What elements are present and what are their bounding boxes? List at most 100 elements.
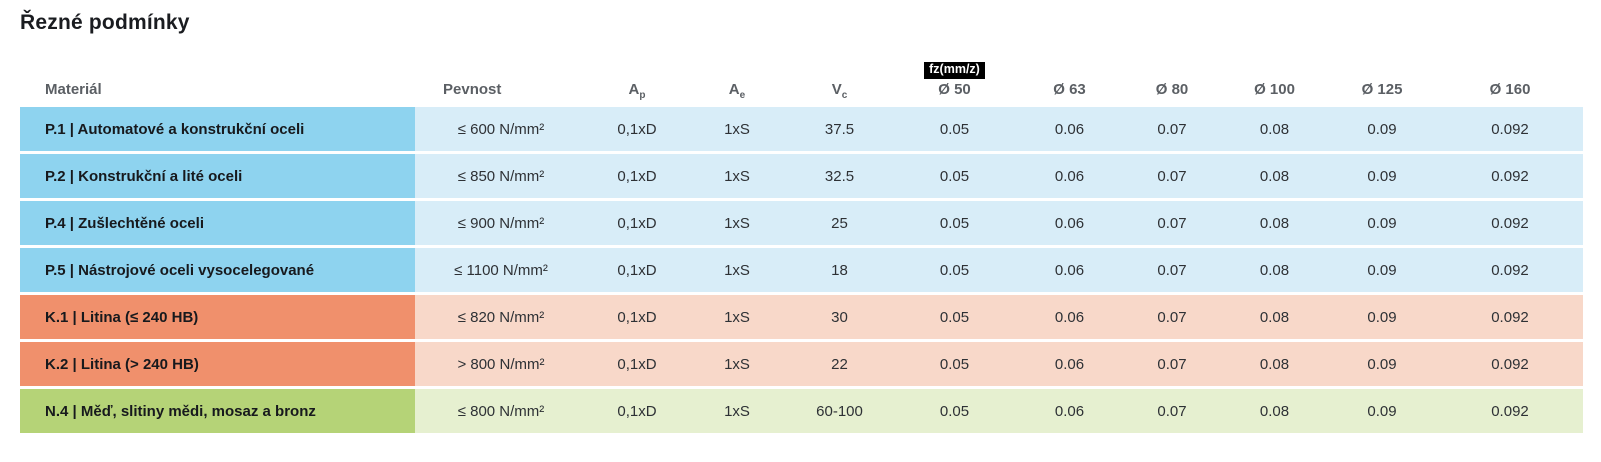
value-cell: 0,1xD bbox=[587, 342, 687, 386]
table-row: K.2 | Litina (> 240 HB) > 800 N/mm² 0,1xD 1… bbox=[20, 342, 1583, 386]
column-header-label: Ø 160 bbox=[1489, 80, 1531, 98]
value-cell: 0,1xD bbox=[587, 201, 687, 245]
table-body: P.1 | Automatové a konstrukční oceli ≤ 60… bbox=[20, 107, 1583, 433]
column-header-label: Ø 100 bbox=[1254, 80, 1295, 98]
value-cell: 1xS bbox=[687, 201, 787, 245]
value-cell: 1xS bbox=[687, 248, 787, 292]
column-header-label: Ap bbox=[628, 80, 646, 101]
material-cell: K.1 | Litina (≤ 240 HB) bbox=[20, 295, 415, 339]
value-cell: 0.05 bbox=[892, 389, 1017, 433]
cutting-conditions-table: Materiál Pevnost Ap Ae Vc fz(mm/z) Ø 50 Ø 63 Ø 8… bbox=[20, 54, 1583, 433]
value-cell: 0.092 bbox=[1437, 295, 1583, 339]
value-cell: 0.07 bbox=[1122, 107, 1222, 151]
value-cell: ≤ 1100 N/mm² bbox=[415, 248, 587, 292]
value-cell: 0,1xD bbox=[587, 389, 687, 433]
column-header-d125: Ø 125 bbox=[1327, 54, 1437, 107]
value-cell: 0.06 bbox=[1017, 389, 1122, 433]
column-header-label: Ø 80 bbox=[1155, 80, 1189, 98]
material-cell: P.2 | Konstrukční a lité oceli bbox=[20, 154, 415, 198]
column-header-vc: Vc bbox=[787, 54, 892, 107]
value-cell: ≤ 820 N/mm² bbox=[415, 295, 587, 339]
material-cell: N.4 | Měď, slitiny mědi, mosaz a bronz bbox=[20, 389, 415, 433]
value-cell: 0.08 bbox=[1222, 389, 1327, 433]
value-cell: 0.07 bbox=[1122, 342, 1222, 386]
value-cell: 0,1xD bbox=[587, 107, 687, 151]
value-cell: ≤ 900 N/mm² bbox=[415, 201, 587, 245]
column-header-label: Ae bbox=[728, 80, 746, 101]
value-cell: 0.06 bbox=[1017, 154, 1122, 198]
value-cell: 0,1xD bbox=[587, 295, 687, 339]
value-cell: 0.06 bbox=[1017, 342, 1122, 386]
value-cell: 0.05 bbox=[892, 295, 1017, 339]
value-cell: 0.092 bbox=[1437, 342, 1583, 386]
value-cell: 18 bbox=[787, 248, 892, 292]
value-cell: 0.08 bbox=[1222, 342, 1327, 386]
value-cell: 0,1xD bbox=[587, 248, 687, 292]
value-cell: 0.092 bbox=[1437, 154, 1583, 198]
value-cell: 32.5 bbox=[787, 154, 892, 198]
material-cell: P.1 | Automatové a konstrukční oceli bbox=[20, 107, 415, 151]
column-header-material: Materiál bbox=[20, 54, 415, 107]
value-cell: 0.08 bbox=[1222, 107, 1327, 151]
table-row: K.1 | Litina (≤ 240 HB) ≤ 820 N/mm² 0,1xD 1… bbox=[20, 295, 1583, 339]
value-cell: > 800 N/mm² bbox=[415, 342, 587, 386]
column-header-d80: Ø 80 bbox=[1122, 54, 1222, 107]
value-cell: 0.09 bbox=[1327, 107, 1437, 151]
value-cell: 30 bbox=[787, 295, 892, 339]
column-header-label: Pevnost bbox=[443, 80, 502, 98]
material-cell: K.2 | Litina (> 240 HB) bbox=[20, 342, 415, 386]
value-cell: 0.08 bbox=[1222, 295, 1327, 339]
value-cell: 0.092 bbox=[1437, 107, 1583, 151]
column-header-d63: Ø 63 bbox=[1017, 54, 1122, 107]
value-cell: 0.06 bbox=[1017, 295, 1122, 339]
value-cell: 0.09 bbox=[1327, 295, 1437, 339]
value-cell: 0.08 bbox=[1222, 248, 1327, 292]
value-cell: 60-100 bbox=[787, 389, 892, 433]
value-cell: 0.07 bbox=[1122, 389, 1222, 433]
table-row: N.4 | Měď, slitiny mědi, mosaz a bronz ≤ … bbox=[20, 389, 1583, 433]
value-cell: 0.08 bbox=[1222, 201, 1327, 245]
value-cell: 0.07 bbox=[1122, 154, 1222, 198]
value-cell: 0.07 bbox=[1122, 248, 1222, 292]
table-row: P.2 | Konstrukční a lité oceli ≤ 850 N/mm… bbox=[20, 154, 1583, 198]
table-row: P.4 | Zušlechtěné oceli ≤ 900 N/mm² 0,1xD 1… bbox=[20, 201, 1583, 245]
value-cell: 1xS bbox=[687, 342, 787, 386]
value-cell: 0.06 bbox=[1017, 248, 1122, 292]
value-cell: 0.092 bbox=[1437, 389, 1583, 433]
table-row: P.1 | Automatové a konstrukční oceli ≤ 60… bbox=[20, 107, 1583, 151]
value-cell: 0.09 bbox=[1327, 201, 1437, 245]
value-cell: 0.05 bbox=[892, 201, 1017, 245]
value-cell: 0.09 bbox=[1327, 154, 1437, 198]
value-cell: 0.07 bbox=[1122, 201, 1222, 245]
column-header-d50: fz(mm/z) Ø 50 bbox=[892, 54, 1017, 107]
value-cell: 0.05 bbox=[892, 248, 1017, 292]
column-header-pevnost: Pevnost bbox=[415, 54, 587, 107]
column-header-label: Ø 125 bbox=[1361, 80, 1403, 98]
column-header-label: Ø 50 bbox=[938, 80, 971, 98]
page-title: Řezné podmínky bbox=[20, 11, 190, 34]
column-header-label: Vc bbox=[831, 80, 848, 101]
value-cell: 1xS bbox=[687, 389, 787, 433]
value-cell: 37.5 bbox=[787, 107, 892, 151]
value-cell: 0.09 bbox=[1327, 389, 1437, 433]
value-cell: ≤ 800 N/mm² bbox=[415, 389, 587, 433]
table-row: P.5 | Nástrojové oceli vysocelegované ≤ 1… bbox=[20, 248, 1583, 292]
value-cell: 1xS bbox=[687, 107, 787, 151]
value-cell: 0.05 bbox=[892, 107, 1017, 151]
material-cell: P.4 | Zušlechtěné oceli bbox=[20, 201, 415, 245]
value-cell: 22 bbox=[787, 342, 892, 386]
value-cell: ≤ 600 N/mm² bbox=[415, 107, 587, 151]
value-cell: 0.06 bbox=[1017, 107, 1122, 151]
value-cell: 1xS bbox=[687, 154, 787, 198]
value-cell: ≤ 850 N/mm² bbox=[415, 154, 587, 198]
column-header-d160: Ø 160 bbox=[1437, 54, 1583, 107]
value-cell: 0.092 bbox=[1437, 201, 1583, 245]
material-cell: P.5 | Nástrojové oceli vysocelegované bbox=[20, 248, 415, 292]
table-header-row: Materiál Pevnost Ap Ae Vc fz(mm/z) Ø 50 Ø 63 Ø 8… bbox=[20, 54, 1583, 107]
value-cell: 0.09 bbox=[1327, 248, 1437, 292]
column-header-d100: Ø 100 bbox=[1222, 54, 1327, 107]
column-header-ae: Ae bbox=[687, 54, 787, 107]
value-cell: 0.05 bbox=[892, 154, 1017, 198]
value-cell: 0.06 bbox=[1017, 201, 1122, 245]
